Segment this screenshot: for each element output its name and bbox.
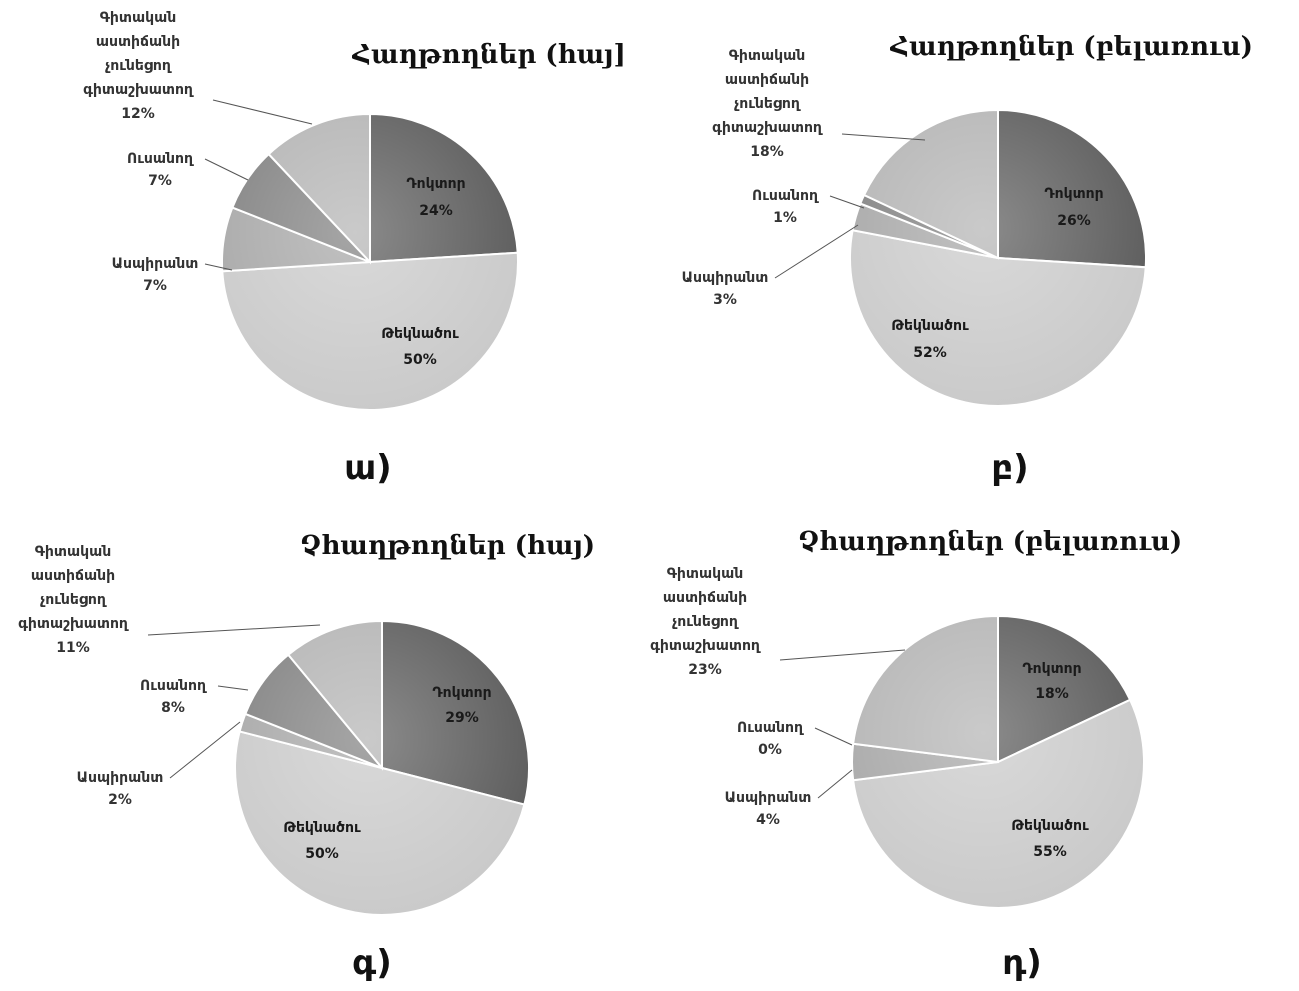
slice-pct-doctor: 29% <box>445 710 479 726</box>
pie-sheen <box>235 621 529 915</box>
slice-label-researcher-line: չունեցող <box>40 592 107 608</box>
slice-label-doctor: Դոկտոր <box>1022 661 1081 677</box>
slice-pct-researcher: 18% <box>750 144 784 160</box>
slice-label-researcher-line: գիտաշխատող <box>650 638 761 654</box>
slice-pct-candidate: 52% <box>913 345 947 361</box>
slice-label-candidate: Թեկնածու <box>891 318 969 334</box>
leader-line-assistant <box>204 263 233 271</box>
leader-line-student <box>829 195 865 209</box>
slice-pct-doctor: 26% <box>1057 213 1091 229</box>
panel-letter-d: դ) <box>1002 943 1042 983</box>
slice-pct-student: 8% <box>161 700 185 716</box>
leader-line-assistant <box>774 224 859 279</box>
slice-label-doctor: Դոկտոր <box>406 176 465 192</box>
slice-label-researcher-line: աստիճանի <box>96 34 180 50</box>
pie-panel-c: Չհաղթողներ (հայ) Դոկտոր 29% Թեկնածու 50% Ասպ… <box>0 495 650 991</box>
slice-label-candidate: Թեկնածու <box>1011 818 1089 834</box>
pie-sheen <box>850 110 1146 406</box>
slice-label-doctor: Դոկտոր <box>432 685 491 701</box>
slice-label-candidate: Թեկնածու <box>381 326 459 342</box>
slice-pct-assistant: 2% <box>108 792 132 808</box>
pie-chart-b: Դոկտոր 26% Թեկնածու 52% Ասպիրանտ 3% Ուսանող 1% Գ… <box>682 48 1147 407</box>
slice-label-student: Ուսանող <box>737 720 804 736</box>
slice-label-researcher-line: չունեցող <box>105 58 172 74</box>
slice-pct-student: 0% <box>758 742 782 758</box>
pie-sheen <box>852 616 1144 908</box>
pie-panel-a: Հաղթողներ (հայ] Դոկտոր 24% Թեկնածու 50% Ասպի… <box>0 0 650 495</box>
slice-pct-student: 7% <box>148 173 172 189</box>
leader-line-student <box>217 685 249 691</box>
slice-label-assistant: Ասպիրանտ <box>112 256 199 272</box>
pie-panel-d: Չհաղթողներ (բելառուս) Դոկտոր 18% Թեկնածու 5… <box>650 495 1299 991</box>
slice-label-researcher-line: Գիտական <box>100 10 177 26</box>
slice-pct-doctor: 18% <box>1035 686 1069 702</box>
slice-label-researcher-line: Գիտական <box>729 48 806 64</box>
chart-title-b: Հաղթողներ (բելառուս) <box>890 32 1253 62</box>
slice-label-assistant: Ասպիրանտ <box>682 270 769 286</box>
slice-label-researcher-line: Գիտական <box>667 566 744 582</box>
leader-line-assistant <box>169 721 241 779</box>
leader-line-student <box>814 727 853 746</box>
slice-label-assistant: Ասպիրանտ <box>725 790 812 806</box>
slice-pct-researcher: 12% <box>121 106 155 122</box>
slice-pct-assistant: 7% <box>143 278 167 294</box>
leader-line-researcher <box>212 99 313 125</box>
leader-line-assistant <box>817 769 853 799</box>
slice-pct-assistant: 3% <box>713 292 737 308</box>
slice-label-researcher-line: գիտաշխատող <box>712 120 823 136</box>
slice-label-student: Ուսանող <box>752 188 819 204</box>
slice-label-student: Ուսանող <box>127 151 194 167</box>
slice-pct-doctor: 24% <box>419 203 453 219</box>
slice-pct-candidate: 50% <box>305 846 339 862</box>
pie-chart-a: Դոկտոր 24% Թեկնածու 50% Ասպիրանտ 7% Ուսանող 7% Գ… <box>83 10 519 411</box>
slice-pct-student: 1% <box>773 210 797 226</box>
pie-sheen <box>222 114 518 410</box>
slice-pct-candidate: 55% <box>1033 844 1067 860</box>
leader-line-student <box>204 158 249 181</box>
slice-label-researcher-line: գիտաշխատող <box>18 616 129 632</box>
chart-title-a: Հաղթողներ (հայ] <box>352 40 626 70</box>
slice-label-student: Ուսանող <box>140 678 207 694</box>
slice-label-researcher-line: չունեցող <box>672 614 739 630</box>
slice-label-researcher-line: Գիտական <box>35 544 112 560</box>
panel-letter-c: գ) <box>352 943 392 983</box>
slice-pct-researcher: 23% <box>688 662 722 678</box>
slice-label-doctor: Դոկտոր <box>1044 186 1103 202</box>
slice-label-researcher-line: աստիճանի <box>663 590 747 606</box>
slice-pct-researcher: 11% <box>56 640 90 656</box>
leader-line-researcher <box>841 133 926 141</box>
slice-label-researcher-line: աստիճանի <box>31 568 115 584</box>
slice-label-researcher-line: աստիճանի <box>725 72 809 88</box>
slice-label-researcher-line: չունեցող <box>734 96 801 112</box>
panel-letter-a: ա) <box>344 448 392 488</box>
pie-chart-d: Դոկտոր 18% Թեկնածու 55% Ասպիրանտ 4% Ուսանող 0% Գ… <box>650 566 1145 909</box>
panel-letter-b: բ) <box>991 448 1029 488</box>
slice-label-assistant: Ասպիրանտ <box>77 770 164 786</box>
pie-panel-b: Հաղթողներ (բելառուս) Դոկտոր 26% Թեկնածու 52… <box>650 0 1299 495</box>
chart-title-d: Չհաղթողներ (բելառուս) <box>798 527 1183 557</box>
slice-pct-assistant: 4% <box>756 812 780 828</box>
leader-line-researcher <box>147 624 321 636</box>
pie-chart-c: Դոկտոր 29% Թեկնածու 50% Ասպիրանտ 2% Ուսանող 8% Գ… <box>18 544 530 916</box>
slice-label-researcher-line: գիտաշխատող <box>83 82 194 98</box>
slice-pct-candidate: 50% <box>403 352 437 368</box>
leader-line-researcher <box>779 649 906 661</box>
slice-label-candidate: Թեկնածու <box>283 820 361 836</box>
chart-title-c: Չհաղթողներ (հայ) <box>300 531 596 561</box>
